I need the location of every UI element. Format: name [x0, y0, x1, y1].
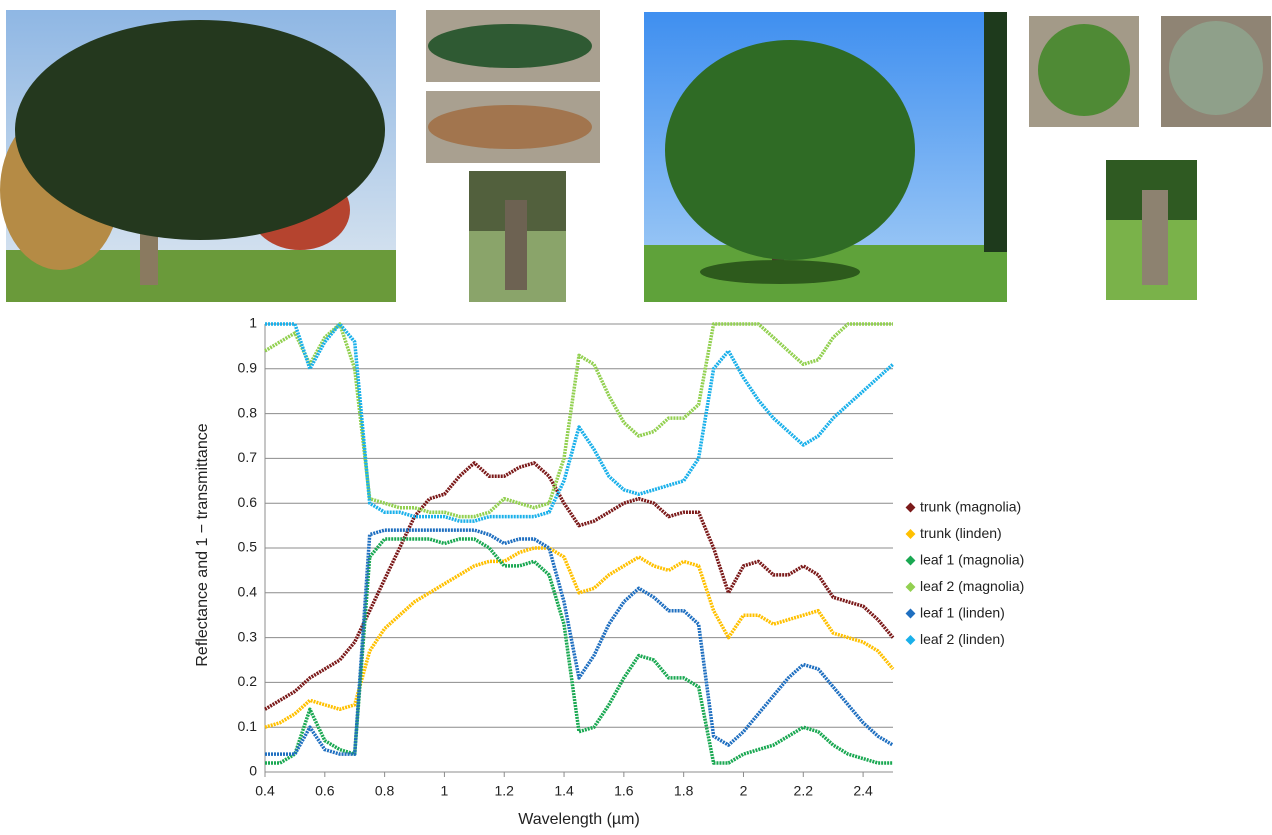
legend-label: leaf 1 (magnolia): [920, 552, 1024, 568]
x-tick-label: 2.2: [794, 783, 814, 799]
legend-label: trunk (magnolia): [920, 499, 1021, 515]
legend-label: leaf 1 (linden): [920, 605, 1005, 621]
photo-magnolia-trunk: [469, 171, 566, 302]
y-tick-label: 0.6: [238, 494, 258, 510]
photo-linden-tree: [644, 12, 1007, 302]
series-line: [264, 546, 895, 729]
series-line: [264, 322, 893, 519]
x-tick-label: 0.6: [315, 783, 335, 799]
y-tick-label: 0.5: [238, 539, 258, 555]
y-tick-label: 0: [249, 763, 257, 779]
y-tick-label: 0.3: [238, 628, 258, 644]
series-line: [265, 528, 894, 756]
y-tick-label: 0.4: [238, 584, 258, 600]
x-tick-label: 1.2: [495, 783, 515, 799]
x-tick-label: 2: [740, 783, 748, 799]
legend-label: leaf 2 (magnolia): [920, 578, 1024, 594]
series-line: [265, 537, 893, 765]
photo-linden-leaf-top: [1029, 16, 1139, 127]
x-tick-label: 1.4: [554, 783, 574, 799]
x-tick-label: 1.8: [674, 783, 694, 799]
y-tick-label: 0.1: [238, 718, 258, 734]
y-tick-label: 1: [249, 315, 257, 331]
photo-magnolia-tree: [0, 10, 396, 302]
legend-label: trunk (linden): [920, 525, 1002, 541]
photo-magnolia-leaf-top: [426, 10, 600, 82]
y-tick-label: 0.2: [238, 673, 258, 689]
legend-label: leaf 2 (linden): [920, 631, 1005, 647]
legend-marker: [905, 529, 916, 539]
y-tick-label: 0.9: [238, 360, 258, 376]
x-tick-label: 0.8: [375, 783, 395, 799]
x-tick-label: 1.6: [614, 783, 634, 799]
x-tick-label: 1: [441, 783, 449, 799]
legend-marker: [905, 502, 916, 513]
legend-marker: [905, 608, 916, 619]
x-tick-label: 2.4: [853, 783, 873, 799]
legend-marker: [905, 555, 916, 566]
photo-magnolia-leaf-bottom: [426, 91, 600, 163]
x-tick-label: 0.4: [255, 783, 275, 799]
legend-marker: [905, 582, 916, 592]
y-axis-label: Reflectance and 1 − transmittance: [194, 423, 211, 666]
legend-marker: [905, 635, 916, 645]
series-line: [264, 461, 895, 711]
x-axis-label: Wavelength (µm): [518, 811, 640, 828]
y-tick-label: 0.7: [238, 449, 258, 465]
photo-linden-leaf-bottom: [1161, 16, 1271, 127]
series-line: [265, 322, 895, 523]
photo-linden-trunk: [1106, 160, 1197, 300]
y-tick-label: 0.8: [238, 404, 258, 420]
